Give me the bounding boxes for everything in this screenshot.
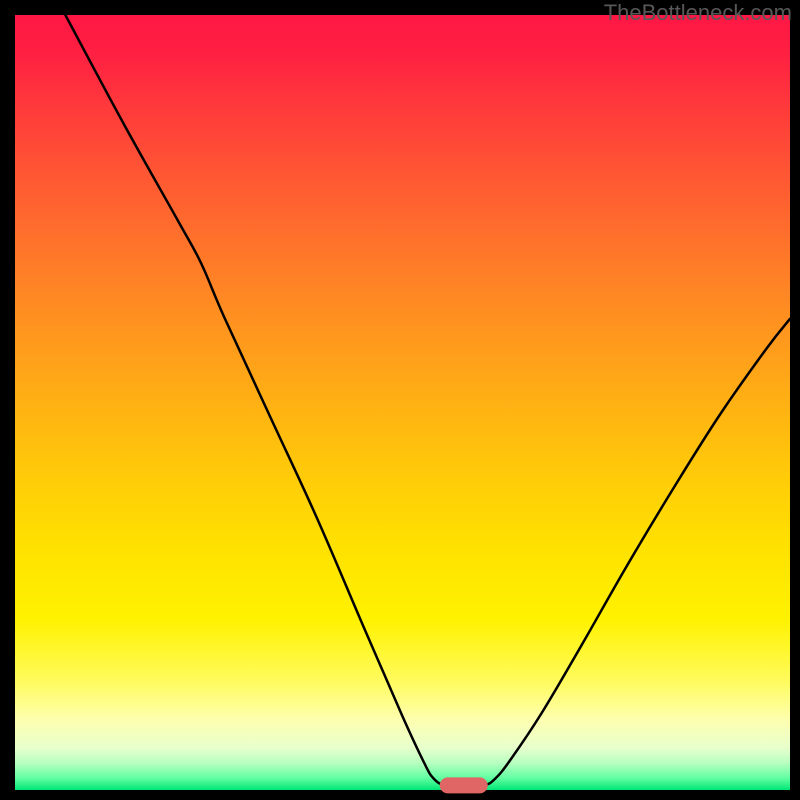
bottleneck-chart xyxy=(0,0,800,800)
chart-container: TheBottleneck.com xyxy=(0,0,800,800)
watermark-text: TheBottleneck.com xyxy=(604,0,792,26)
plot-gradient-background xyxy=(15,15,790,790)
bottleneck-marker xyxy=(440,777,488,793)
